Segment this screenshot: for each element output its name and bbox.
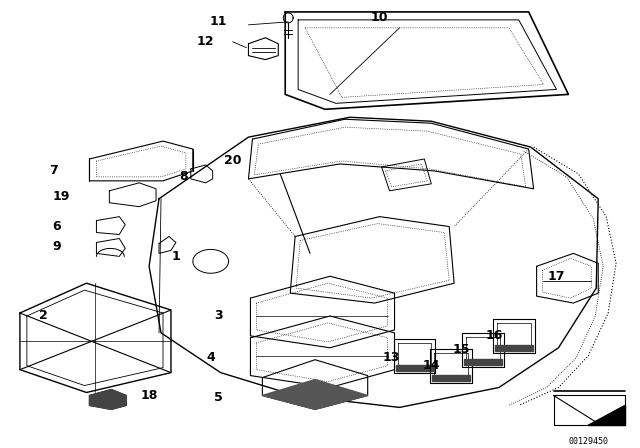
Polygon shape (432, 375, 470, 380)
Text: 3: 3 (214, 310, 223, 323)
Text: 9: 9 (52, 240, 61, 253)
Text: 7: 7 (49, 164, 58, 177)
Text: 6: 6 (52, 220, 61, 233)
Polygon shape (464, 359, 502, 365)
Text: 13: 13 (383, 351, 400, 364)
Text: 20: 20 (224, 155, 241, 168)
Text: 00129450: 00129450 (568, 437, 608, 446)
Text: 18: 18 (140, 389, 158, 402)
Text: 5: 5 (214, 391, 223, 404)
Text: 10: 10 (371, 11, 388, 24)
Text: 2: 2 (40, 310, 48, 323)
Polygon shape (396, 365, 433, 370)
Text: 11: 11 (210, 15, 227, 28)
Text: 8: 8 (180, 170, 188, 183)
Text: 1: 1 (172, 250, 180, 263)
Polygon shape (90, 389, 126, 409)
Text: 12: 12 (197, 35, 214, 48)
Text: 19: 19 (53, 190, 70, 203)
Polygon shape (588, 405, 625, 425)
Polygon shape (262, 379, 368, 409)
Text: 17: 17 (548, 270, 565, 283)
Text: 4: 4 (206, 351, 215, 364)
Text: 16: 16 (485, 329, 502, 342)
Text: 14: 14 (422, 359, 440, 372)
Polygon shape (495, 345, 532, 351)
Text: 15: 15 (452, 343, 470, 356)
Polygon shape (588, 405, 625, 425)
